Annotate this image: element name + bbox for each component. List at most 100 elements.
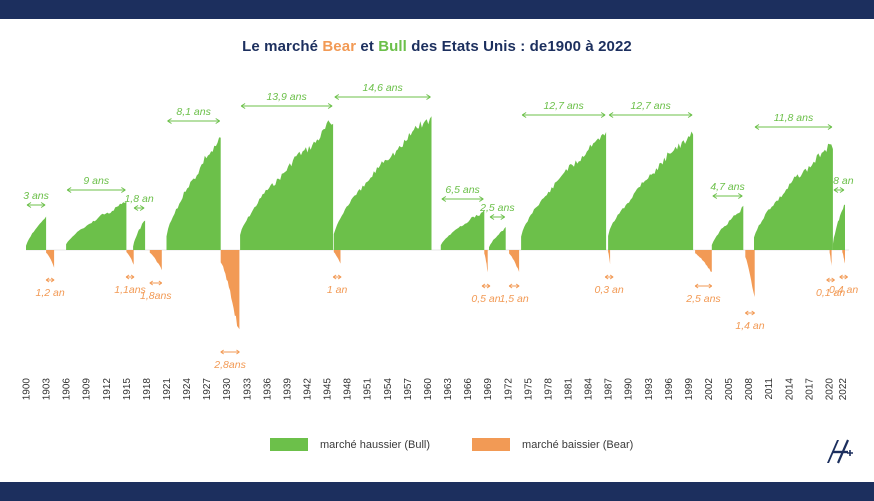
legend-item-bear: marché baissier (Bear)	[472, 438, 633, 451]
bull-duration-arrowheads	[66, 187, 126, 193]
x-tick-label: 1984	[584, 378, 595, 401]
x-tick-label: 1909	[82, 378, 93, 401]
x-tick-label: 2005	[724, 378, 735, 401]
bear-area	[608, 250, 611, 265]
top-banner	[0, 0, 874, 19]
x-tick-label: 2011	[764, 378, 775, 400]
bull-duration-label: 1,8 an	[824, 175, 853, 187]
bull-duration-label: 11,8 ans	[774, 112, 814, 124]
bear-duration-arrowheads	[481, 283, 491, 289]
x-tick-label: 1936	[262, 378, 273, 401]
x-tick-label: 1912	[102, 378, 113, 401]
x-tick-label: 2008	[744, 378, 755, 401]
bull-duration-label: 2,5 ans	[479, 202, 515, 214]
x-tick-label: 1918	[142, 378, 153, 401]
x-tick-label: 1948	[343, 378, 354, 401]
bear-area	[126, 250, 134, 265]
bull-duration-arrowheads	[334, 94, 431, 100]
bull-area	[240, 115, 334, 250]
legend-item-bull: marché haussier (Bull)	[270, 438, 430, 451]
bear-duration-label: 0,5 an	[471, 293, 500, 305]
x-tick-label: 1939	[282, 378, 293, 401]
bull-duration-arrowheads	[441, 196, 484, 202]
bull-area	[166, 130, 221, 250]
bear-duration-arrowheads	[149, 280, 163, 286]
bull-duration-arrowheads	[26, 202, 46, 208]
bear-area	[695, 250, 712, 272]
bull-area	[832, 199, 845, 250]
bear-duration-arrowheads	[826, 277, 835, 283]
bull-duration-label: 12,7 ans	[543, 100, 584, 112]
bull-duration-label: 12,7 ans	[630, 100, 671, 112]
x-tick-label: 1999	[684, 378, 695, 401]
bull-area	[754, 136, 833, 250]
x-tick-label: 1942	[303, 378, 314, 401]
legend-swatch-bull	[270, 438, 308, 451]
x-tick-label: 1933	[242, 378, 253, 401]
bear-duration-label: 1,5 an	[500, 293, 529, 305]
bull-area	[26, 214, 47, 250]
x-tick-label: 1945	[323, 378, 334, 401]
bull-duration-arrowheads	[133, 205, 145, 211]
bull-area	[711, 205, 744, 250]
bull-duration-arrowheads	[167, 118, 220, 124]
bull-duration-arrowheads	[712, 193, 743, 199]
bear-duration-label: 1,8ans	[140, 290, 172, 302]
bull-area	[440, 208, 485, 250]
bear-area	[220, 250, 240, 330]
bear-area	[333, 250, 341, 264]
bear-duration-arrowheads	[45, 277, 55, 283]
bull-duration-label: 1,8 an	[124, 193, 153, 205]
chart-title: Le marché Bear et Bull des Etats Unis : …	[242, 38, 632, 55]
bull-duration-arrowheads	[754, 124, 833, 130]
bear-duration-arrowheads	[332, 274, 342, 280]
bear-area	[509, 250, 520, 272]
x-tick-label: 2020	[824, 378, 835, 401]
bull-duration-arrowheads	[608, 112, 693, 118]
bear-duration-arrowheads	[604, 274, 614, 280]
bear-area	[829, 250, 832, 266]
x-tick-label: 1906	[62, 378, 73, 401]
x-tick-label: 1957	[403, 378, 414, 401]
bull-area	[66, 199, 127, 250]
bear-duration-arrowheads	[508, 283, 520, 289]
bull-duration-label: 8,1 ans	[176, 106, 211, 118]
bear-duration-label: 2,8ans	[213, 359, 246, 371]
bull-area	[489, 226, 506, 250]
bear-area	[46, 250, 55, 268]
x-tick-label: 1972	[503, 378, 514, 401]
x-tick-label: 1987	[604, 378, 615, 401]
x-tick-label: 1927	[202, 378, 213, 401]
x-tick-label: 1969	[483, 378, 494, 401]
legend-label-bear: marché baissier (Bear)	[522, 438, 634, 451]
company-logo-icon	[827, 439, 853, 464]
bull-area	[133, 217, 146, 250]
bull-area	[521, 124, 607, 250]
bear-area	[484, 250, 488, 273]
bear-duration-label: 1 an	[327, 284, 348, 296]
bear-duration-label: 1,4 an	[735, 320, 764, 332]
x-tick-label: 1900	[22, 378, 33, 401]
bear-duration-label: 0,1 an	[816, 287, 845, 299]
bear-duration-arrowheads	[839, 274, 848, 280]
x-tick-label: 2017	[804, 378, 815, 401]
x-tick-label: 2002	[704, 378, 715, 401]
bull-area	[333, 106, 432, 250]
x-tick-label: 1990	[624, 378, 635, 401]
x-tick-label: 1981	[563, 378, 574, 401]
x-tick-label: 1978	[543, 378, 554, 401]
bear-duration-label: 1,2 an	[35, 287, 64, 299]
bull-duration-arrowheads	[521, 112, 606, 118]
x-tick-label: 1966	[463, 378, 474, 401]
x-tick-label: 1993	[644, 378, 655, 401]
x-tick-label: 2022	[838, 378, 849, 401]
x-tick-label: 1954	[383, 378, 394, 401]
bull-duration-label: 6,5 ans	[445, 184, 480, 196]
bull-duration-arrowheads	[833, 187, 845, 193]
bear-area	[149, 250, 162, 271]
bull-duration-arrowheads	[489, 214, 506, 220]
x-tick-label: 1915	[122, 378, 133, 401]
bear-area	[745, 250, 755, 297]
bull-area	[608, 124, 694, 250]
bear-duration-arrowheads	[745, 310, 755, 316]
